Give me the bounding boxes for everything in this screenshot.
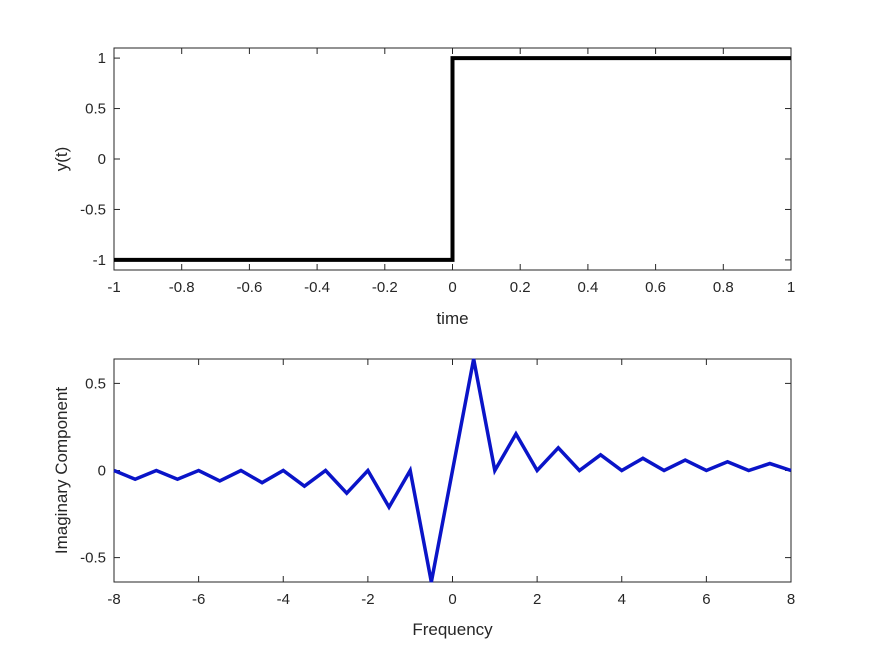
x-tick-label: -6 bbox=[192, 591, 205, 608]
x-tick-label: -8 bbox=[107, 591, 120, 608]
x-tick-label: -0.8 bbox=[169, 279, 195, 296]
x-tick-label: 8 bbox=[787, 591, 795, 608]
x-tick-label: -0.2 bbox=[372, 279, 398, 296]
x-tick-label: 0 bbox=[448, 279, 456, 296]
time-series-line bbox=[114, 56, 791, 262]
x-tick-label: 6 bbox=[702, 591, 710, 608]
y-tick-label: 0.5 bbox=[85, 375, 106, 392]
x-tick-label: -2 bbox=[361, 591, 374, 608]
x-tick-label: 0 bbox=[448, 591, 456, 608]
x-tick-label: 0.2 bbox=[510, 279, 531, 296]
x-tick-label: 1 bbox=[787, 279, 795, 296]
x-axis-label: time bbox=[436, 309, 468, 328]
y-tick-label: 0.5 bbox=[85, 101, 106, 118]
x-tick-label: 0.6 bbox=[645, 279, 666, 296]
y-axis-label: Imaginary Component bbox=[52, 387, 71, 555]
x-tick-label: 4 bbox=[618, 591, 626, 608]
y-tick-label: -0.5 bbox=[80, 550, 106, 567]
y-tick-label: 1 bbox=[98, 50, 106, 67]
x-axis-label: Frequency bbox=[412, 620, 493, 639]
x-tick-label: -0.4 bbox=[304, 279, 330, 296]
y-tick-label: 0 bbox=[98, 151, 106, 168]
x-tick-label: 0.4 bbox=[577, 279, 598, 296]
x-tick-label: -0.6 bbox=[236, 279, 262, 296]
y-axis-label: y(t) bbox=[52, 147, 71, 172]
frequency-domain-plot: -8 -6 -4 -2 0 2 4 6 8 -0.5 0 0.5 Frequency Imaginary … bbox=[52, 358, 795, 639]
time-domain-plot: -1 -0.8 -0.6 -0.4 -0.2 0 0.2 0.4 0.6 0.8 1 -1 -0.5 0 0… bbox=[52, 47, 795, 328]
x-tick-label: 0.8 bbox=[713, 279, 734, 296]
x-tick-label: -4 bbox=[277, 591, 290, 608]
y-tick-label: 0 bbox=[98, 463, 106, 480]
x-tick-label: -1 bbox=[107, 279, 120, 296]
y-tick-label: -1 bbox=[93, 252, 106, 269]
freq-series-line bbox=[113, 358, 792, 583]
x-tick-label: 2 bbox=[533, 591, 541, 608]
y-tick-label: -0.5 bbox=[80, 201, 106, 218]
